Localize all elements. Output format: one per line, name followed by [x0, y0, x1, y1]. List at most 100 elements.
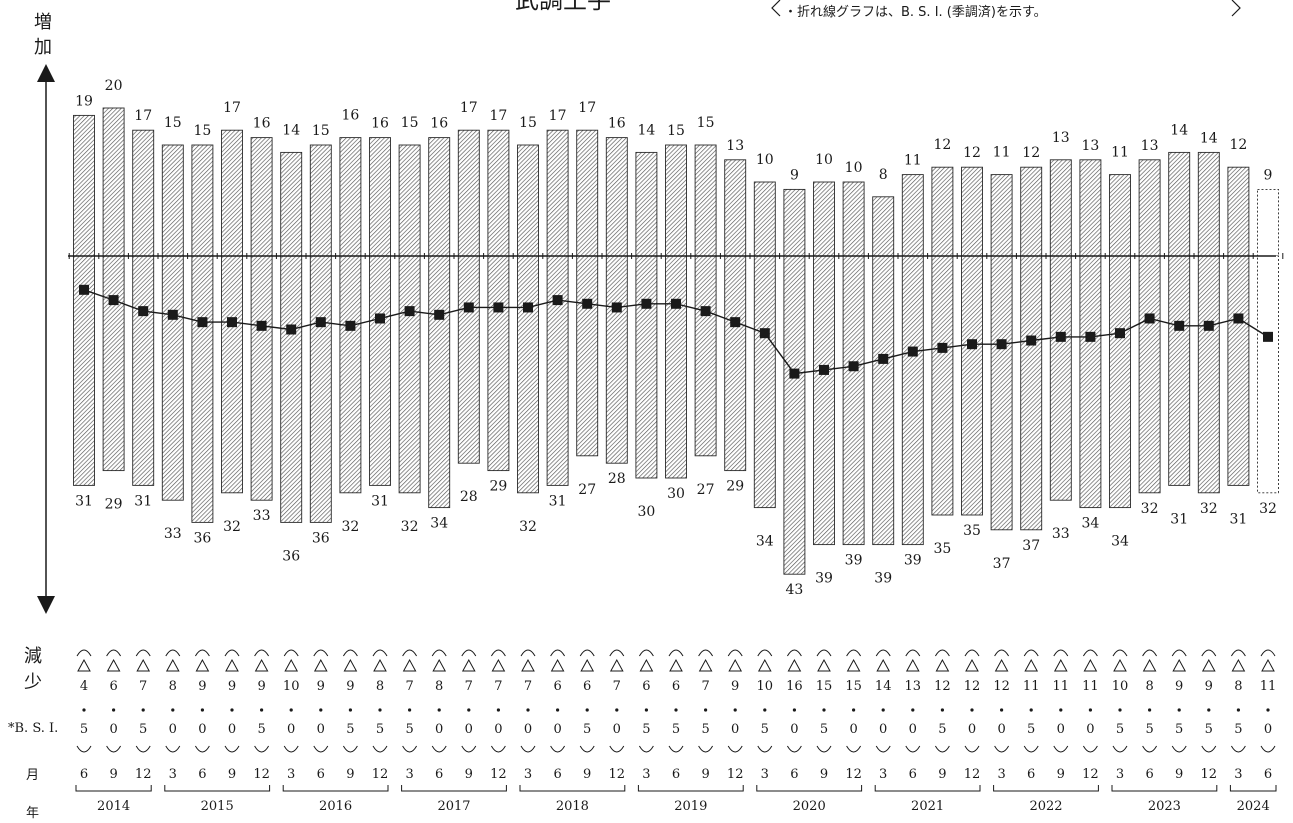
paren-close-mark [934, 745, 950, 753]
bsi-whole-value: 11 [1023, 679, 1040, 694]
year-bracket [519, 785, 626, 792]
increase-bar [605, 137, 628, 257]
decrease-value-label: 35 [933, 541, 951, 557]
bsi-whole-value: 8 [1234, 679, 1242, 694]
decimal-point-mark [526, 708, 530, 712]
increase-bar [398, 144, 421, 257]
bsi-decimal-value: 0 [169, 722, 177, 737]
increase-bar [753, 181, 776, 257]
paren-open-mark [224, 649, 240, 657]
bsi-whole-value: 7 [494, 679, 502, 694]
triangle-negative-icon [905, 658, 920, 672]
decrease-value-label: 32 [1259, 501, 1277, 517]
bsi-whole-value: 11 [1082, 679, 1099, 694]
decimal-point-mark [408, 708, 412, 712]
triangle-negative-icon [77, 658, 91, 672]
month-value: 9 [228, 767, 236, 782]
triangle-negative-icon [225, 658, 239, 672]
increase-bar [546, 129, 569, 257]
paren-close-mark [342, 745, 358, 753]
increase-bar [457, 129, 480, 257]
bsi-point [937, 342, 948, 353]
increase-bar [901, 174, 924, 257]
decrease-bar [724, 255, 747, 472]
bsi-whole-value: 8 [169, 679, 177, 694]
month-value: 3 [524, 767, 532, 782]
triangle-negative-icon [1261, 658, 1275, 672]
up-arrow-icon [37, 64, 55, 82]
decrease-bar [783, 255, 806, 575]
decimal-point-mark [792, 708, 797, 712]
paren-close-mark [786, 745, 802, 753]
decrease-bar [221, 255, 243, 494]
month-value: 6 [553, 767, 561, 782]
bsi-point [819, 364, 829, 375]
month-value: 12 [727, 767, 744, 782]
bsi-whole-value: 9 [317, 679, 325, 694]
bsi-decimal-value: 5 [405, 722, 413, 737]
increase-value-label: 8 [879, 167, 888, 183]
bsi-decimal-value: 5 [761, 722, 769, 737]
decimal-point-mark [378, 708, 382, 712]
triangle-negative-icon [1024, 658, 1039, 672]
month-value: 9 [109, 767, 117, 782]
decrease-bar [161, 255, 184, 501]
decimal-point-mark [615, 708, 619, 712]
decimal-point-mark [733, 708, 737, 712]
month-value: 12 [1201, 767, 1218, 782]
chart-title-fragment: 武調王手 [515, 0, 611, 14]
decrease-bar [1109, 255, 1131, 509]
decrease-bar [576, 255, 599, 457]
decimal-point-mark [940, 708, 945, 712]
year-bracket [164, 785, 271, 792]
increase-value-label: 17 [223, 100, 241, 116]
decrease-bar [369, 255, 391, 486]
bsi-whole-value: 7 [524, 679, 532, 694]
year-bracket [637, 785, 744, 792]
decimal-point-mark [348, 708, 352, 712]
decrease-bar [990, 255, 1013, 531]
triangle-negative-icon [1053, 658, 1068, 672]
increase-value-label: 15 [697, 115, 715, 131]
month-value: 3 [169, 767, 177, 782]
paren-open-mark [194, 649, 210, 657]
bsi-point [167, 309, 178, 320]
bsi-decimal-value: 0 [198, 722, 206, 737]
decrease-value-label: 33 [253, 508, 271, 524]
paren-open-mark [165, 649, 181, 657]
bsi-decimal-value: 0 [613, 722, 621, 737]
bsi-whole-value: 10 [757, 679, 774, 694]
decrease-value-label: 32 [1200, 501, 1218, 517]
bsi-point [1203, 320, 1214, 331]
triangle-negative-icon [1142, 658, 1157, 672]
bsi-whole-value: 16 [786, 679, 803, 694]
increase-value-label: 11 [1111, 145, 1129, 161]
decimal-point-mark [289, 708, 293, 712]
year-label: 2022 [1029, 799, 1062, 814]
decrease-value-label: 34 [756, 534, 774, 550]
bsi-decimal-value: 0 [287, 722, 295, 737]
increase-bar [132, 129, 155, 257]
triangle-negative-icon [669, 658, 683, 672]
decrease-value-label: 43 [785, 582, 803, 598]
bsi-decimal-value: 0 [317, 722, 325, 737]
decrease-value-label: 31 [1229, 511, 1247, 527]
bsi-point [375, 313, 385, 324]
bsi-point [286, 324, 297, 335]
paren-open-mark [1230, 649, 1246, 657]
year-bracket [756, 785, 863, 792]
paren-open-mark [846, 649, 862, 657]
year-label: 2023 [1148, 799, 1181, 814]
decimal-point-mark [1088, 708, 1092, 712]
decrease-bar [1079, 255, 1102, 509]
bsi-point [463, 302, 474, 313]
bsi-point [730, 317, 741, 328]
bsi-decimal-value: 5 [1116, 722, 1124, 737]
month-value: 3 [997, 767, 1005, 782]
paren-close-mark [846, 745, 862, 753]
triangle-negative-icon [432, 658, 447, 672]
triangle-negative-icon [787, 658, 802, 672]
paren-close-mark [402, 745, 418, 753]
decimal-point-mark [141, 708, 145, 712]
bsi-decimal-value: 0 [465, 722, 473, 737]
